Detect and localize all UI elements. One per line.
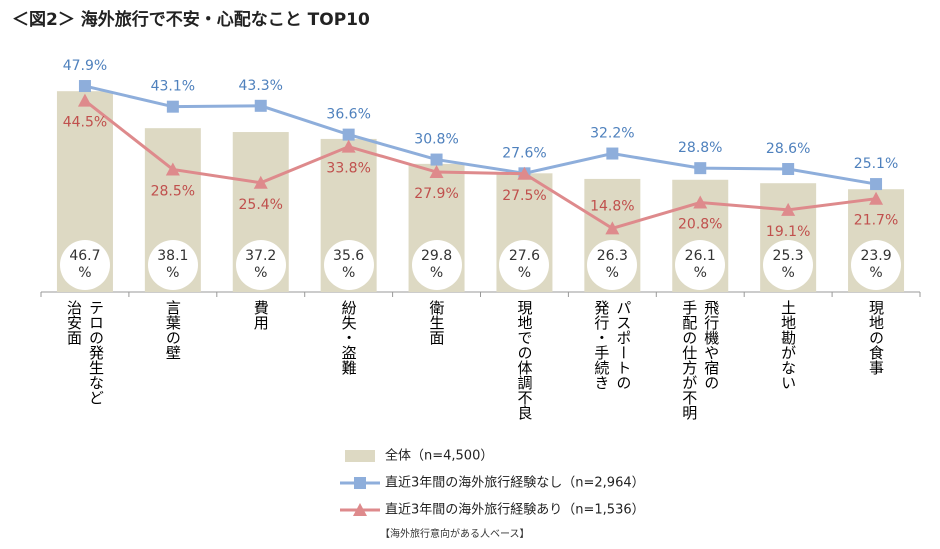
marker xyxy=(605,221,620,235)
value-label: 35.6 % xyxy=(323,240,374,290)
value-label: 25.4% xyxy=(239,197,283,213)
value-label: 26.3 % xyxy=(587,240,638,290)
value-label: 26.1 % xyxy=(675,240,726,290)
value-label: 25.3 % xyxy=(763,240,814,290)
legend-swatch xyxy=(345,450,375,462)
value-label: 43.1% xyxy=(151,79,195,95)
marker xyxy=(429,165,444,179)
marker xyxy=(782,163,795,176)
legend-label: 直近3年間の海外旅行経験なし（n=2,964） xyxy=(385,476,645,491)
value-label: 20.8% xyxy=(678,217,722,233)
value-label: 28.8% xyxy=(678,140,722,156)
value-label: 28.6% xyxy=(766,141,810,157)
value-label: 23.9 % xyxy=(851,240,902,290)
value-label: 46.7 % xyxy=(59,240,110,290)
marker xyxy=(517,166,532,180)
note: 【海外旅行意向がある人ベース】 xyxy=(380,527,530,540)
value-label: 28.5% xyxy=(151,183,195,199)
x-tick-label: 紛失・盗難 xyxy=(339,300,358,375)
value-label: 36.6% xyxy=(326,107,370,123)
marker xyxy=(430,153,443,166)
x-tick-label: テロの発生など 治安面 xyxy=(64,300,105,405)
value-label: 19.1% xyxy=(766,224,810,240)
value-label: 14.8% xyxy=(590,198,634,214)
marker xyxy=(606,147,619,160)
x-tick-label: 費用 xyxy=(251,300,270,330)
marker xyxy=(341,139,356,153)
marker xyxy=(165,162,180,176)
value-label: 21.7% xyxy=(854,213,898,229)
value-label: 27.6 % xyxy=(499,240,550,290)
value-label: 37.2 % xyxy=(235,240,286,290)
value-label: 27.9% xyxy=(414,186,458,202)
value-label: 33.8% xyxy=(326,161,370,177)
x-tick-label: 土地勘がない xyxy=(779,300,798,390)
value-label: 29.8 % xyxy=(411,240,462,290)
line xyxy=(84,99,877,230)
value-label: 47.9% xyxy=(63,58,107,74)
line xyxy=(84,84,877,186)
legend-label: 直近3年間の海外旅行経験あり（n=1,536） xyxy=(385,503,645,518)
legend-marker xyxy=(354,477,366,489)
value-label: 38.1 % xyxy=(147,240,198,290)
value-label: 27.5% xyxy=(502,188,546,204)
marker xyxy=(254,99,267,112)
x-tick-label: 衛生面 xyxy=(427,300,446,345)
marker xyxy=(77,93,92,107)
value-label: 43.3% xyxy=(239,78,283,94)
x-tick-label: 現地の食事 xyxy=(867,300,886,375)
legend-label: 全体（n=4,500） xyxy=(385,448,493,464)
legend-marker xyxy=(353,503,367,516)
value-label: 27.6% xyxy=(502,145,546,161)
marker xyxy=(870,178,883,191)
chart-title: ＜図2＞ 海外旅行で不安・心配なこと TOP10 xyxy=(12,9,370,30)
marker xyxy=(781,202,796,216)
x-tick-label: パスポートの 発行・手続き xyxy=(592,300,633,390)
marker xyxy=(342,128,355,141)
x-tick-label: 飛行機や宿の 手配の仕方が不明 xyxy=(680,300,721,420)
marker xyxy=(694,162,707,175)
x-tick-label: 現地での体調不良 xyxy=(515,300,534,420)
marker xyxy=(78,80,91,93)
marker xyxy=(869,191,884,205)
value-label: 25.1% xyxy=(854,156,898,172)
value-label: 44.5% xyxy=(63,115,107,131)
marker xyxy=(166,100,179,113)
marker xyxy=(693,195,708,209)
x-tick-label: 言葉の壁 xyxy=(163,300,182,360)
marker xyxy=(253,175,268,189)
value-label: 32.2% xyxy=(590,126,634,142)
value-label: 30.8% xyxy=(414,132,458,148)
